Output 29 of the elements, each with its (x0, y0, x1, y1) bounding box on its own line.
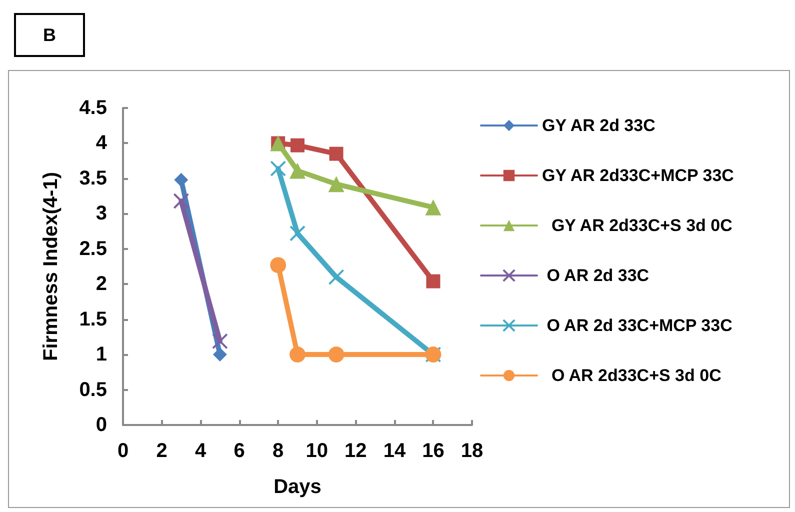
x-axis-title: Days (274, 476, 322, 498)
legend-label: GY AR 2d33C+S 3d 0C (542, 216, 732, 235)
x-tick-label: 8 (272, 440, 284, 462)
x-tick-label: 6 (234, 440, 245, 462)
chart-title: B (43, 25, 56, 45)
legend-label: O AR 2d 33C+MCP 33C (542, 316, 732, 335)
y-axis-title: Firmness Index(4-1) (40, 172, 62, 361)
y-tick-label: 0.5 (79, 378, 107, 401)
x-tick-label: 0 (117, 440, 129, 462)
x-tick-label: 18 (460, 440, 484, 462)
y-tick-label: 4.5 (79, 97, 107, 119)
x-tick-label: 4 (194, 440, 207, 462)
x-tick-label: 12 (344, 440, 367, 462)
x-tick-label: 14 (383, 440, 406, 462)
y-tick-label: 2 (96, 273, 107, 296)
x-tick-label: 16 (422, 440, 444, 462)
y-tick-label: 0 (96, 414, 107, 436)
y-tick-label: 4 (96, 132, 108, 154)
x-tick-label: 10 (306, 440, 328, 462)
legend-label: O AR 2d33C+S 3d 0C (542, 366, 722, 385)
y-tick-label: 3.5 (79, 167, 107, 190)
legend-label: O AR 2d 33C (542, 266, 650, 285)
y-tick-label: 1.5 (79, 308, 107, 330)
legend-label: GY AR 2d33C+MCP 33C (542, 166, 734, 185)
y-tick-label: 1 (96, 344, 107, 366)
y-tick-label: 2.5 (79, 238, 107, 260)
x-tick-label: 2 (156, 440, 168, 462)
y-tick-label: 3 (96, 202, 107, 225)
legend-label: GY AR 2d 33C (542, 116, 656, 135)
